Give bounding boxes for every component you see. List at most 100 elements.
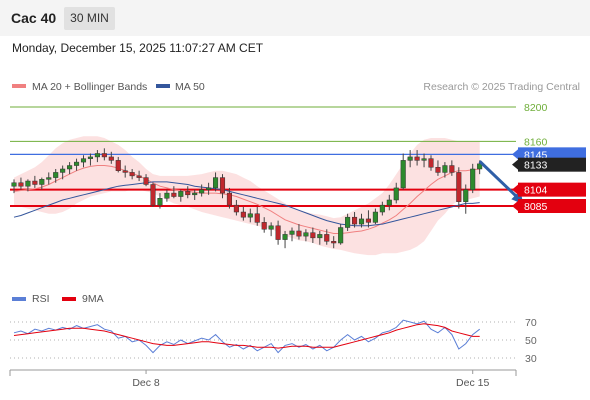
rsi-panel: 70 50 30 <box>10 317 537 365</box>
candle-body <box>143 177 149 185</box>
research-credit: Research © 2025 Trading Central <box>423 81 580 93</box>
candle-body <box>324 234 330 242</box>
level-badge-8085 <box>518 199 586 213</box>
level-badge-pointer <box>512 149 518 160</box>
candle-body <box>219 177 226 194</box>
candle-body <box>108 156 114 161</box>
candle-body <box>185 191 191 196</box>
level-lines <box>10 106 516 207</box>
candle-body <box>338 227 344 244</box>
candle-body <box>199 189 205 194</box>
candle-body <box>178 191 184 197</box>
candle-body <box>275 225 281 240</box>
level-badge-8104 <box>518 182 586 197</box>
x-tick-label: Dec 8 <box>132 377 160 389</box>
candle-body <box>331 241 337 244</box>
level-label-8133: 8133 <box>524 160 548 172</box>
timeframe-button[interactable]: 30 MIN <box>64 7 115 30</box>
candle-body <box>317 234 323 239</box>
candle-body <box>94 153 100 158</box>
candle-body <box>477 163 483 170</box>
ma20-legend-swatch <box>12 84 26 88</box>
candle-body <box>129 172 135 177</box>
candle-body <box>400 160 406 189</box>
candle-body <box>449 165 455 173</box>
moving-averages <box>13 165 480 234</box>
rsi-tick-50: 50 <box>525 335 537 347</box>
candle-body <box>254 213 260 223</box>
candle-body <box>206 187 212 190</box>
candle-body <box>122 170 128 173</box>
level-label-8200: 8200 <box>524 102 548 114</box>
candle-body <box>136 175 142 178</box>
candle-body <box>80 158 87 163</box>
candle-body <box>171 192 177 197</box>
candle-body <box>192 192 198 196</box>
candle-body <box>393 187 399 201</box>
candle-body <box>310 232 316 239</box>
candle-body <box>414 156 420 161</box>
candle-body <box>372 211 378 223</box>
candle-body <box>261 222 267 230</box>
rsi-tick-30: 30 <box>525 353 537 365</box>
candle-body <box>289 230 295 235</box>
candle-body <box>386 199 392 206</box>
candle-body <box>157 198 163 206</box>
level-badge-pointer <box>512 201 518 211</box>
candle-body <box>25 180 31 187</box>
candle-body <box>53 172 59 178</box>
candle-body <box>379 204 385 213</box>
rsi-ma9-line <box>13 323 480 349</box>
chart-datetime: Monday, December 15, 2025 11:07:27 AM CE… <box>12 41 264 55</box>
candlesticks <box>11 148 483 249</box>
x-axis: Dec 8 Dec 15 <box>9 369 517 389</box>
candle-body <box>115 160 121 171</box>
candle-body <box>463 189 469 202</box>
candle-body <box>456 172 462 202</box>
main-legend: MA 20 + Bollinger Bands MA 50 Research ©… <box>12 81 580 93</box>
candle-body <box>32 180 38 185</box>
candle-body <box>150 184 156 206</box>
top-bar: Cac 40 30 MIN <box>0 0 590 36</box>
candle-body <box>345 216 351 228</box>
candle-body <box>428 158 434 168</box>
candle-body <box>39 179 45 185</box>
candle-body <box>352 216 358 225</box>
candle-body <box>407 156 413 161</box>
ma20-line <box>13 165 480 234</box>
rsi-tick-70: 70 <box>525 317 537 329</box>
ma50-legend-swatch <box>156 84 170 88</box>
candle-body <box>435 167 441 173</box>
candle-body <box>282 234 288 240</box>
candle-body <box>470 168 476 190</box>
candle-body <box>421 158 427 161</box>
candle-body <box>67 165 73 170</box>
symbol-name: Cac 40 <box>11 10 57 26</box>
level-label-8160: 8160 <box>524 136 548 148</box>
ma50-line <box>13 181 480 227</box>
ma9-legend-label: 9MA <box>82 293 104 305</box>
level-badge-pointer <box>512 159 518 170</box>
candle-body <box>11 182 17 187</box>
candle-body <box>303 232 309 237</box>
candle-body <box>365 218 371 223</box>
candle-body <box>442 165 448 173</box>
candle-body <box>18 182 24 187</box>
candle-body <box>164 192 170 199</box>
candle-body <box>233 204 239 213</box>
candle-body <box>268 225 274 230</box>
candle-body <box>60 168 66 173</box>
rsi-legend: RSI 9MA <box>12 293 104 305</box>
ma9-legend-swatch <box>62 297 76 301</box>
candle-body <box>240 211 246 218</box>
candle-body <box>213 177 219 189</box>
x-tick-label: Dec 15 <box>456 377 489 389</box>
candle-body <box>87 156 94 159</box>
candle-body <box>74 161 80 166</box>
candle-body <box>226 192 232 206</box>
level-badge-pointer <box>512 184 518 195</box>
level-label-8104: 8104 <box>524 185 548 197</box>
candle-body <box>358 218 365 225</box>
rsi-line <box>13 319 481 354</box>
candle-body <box>46 177 52 180</box>
